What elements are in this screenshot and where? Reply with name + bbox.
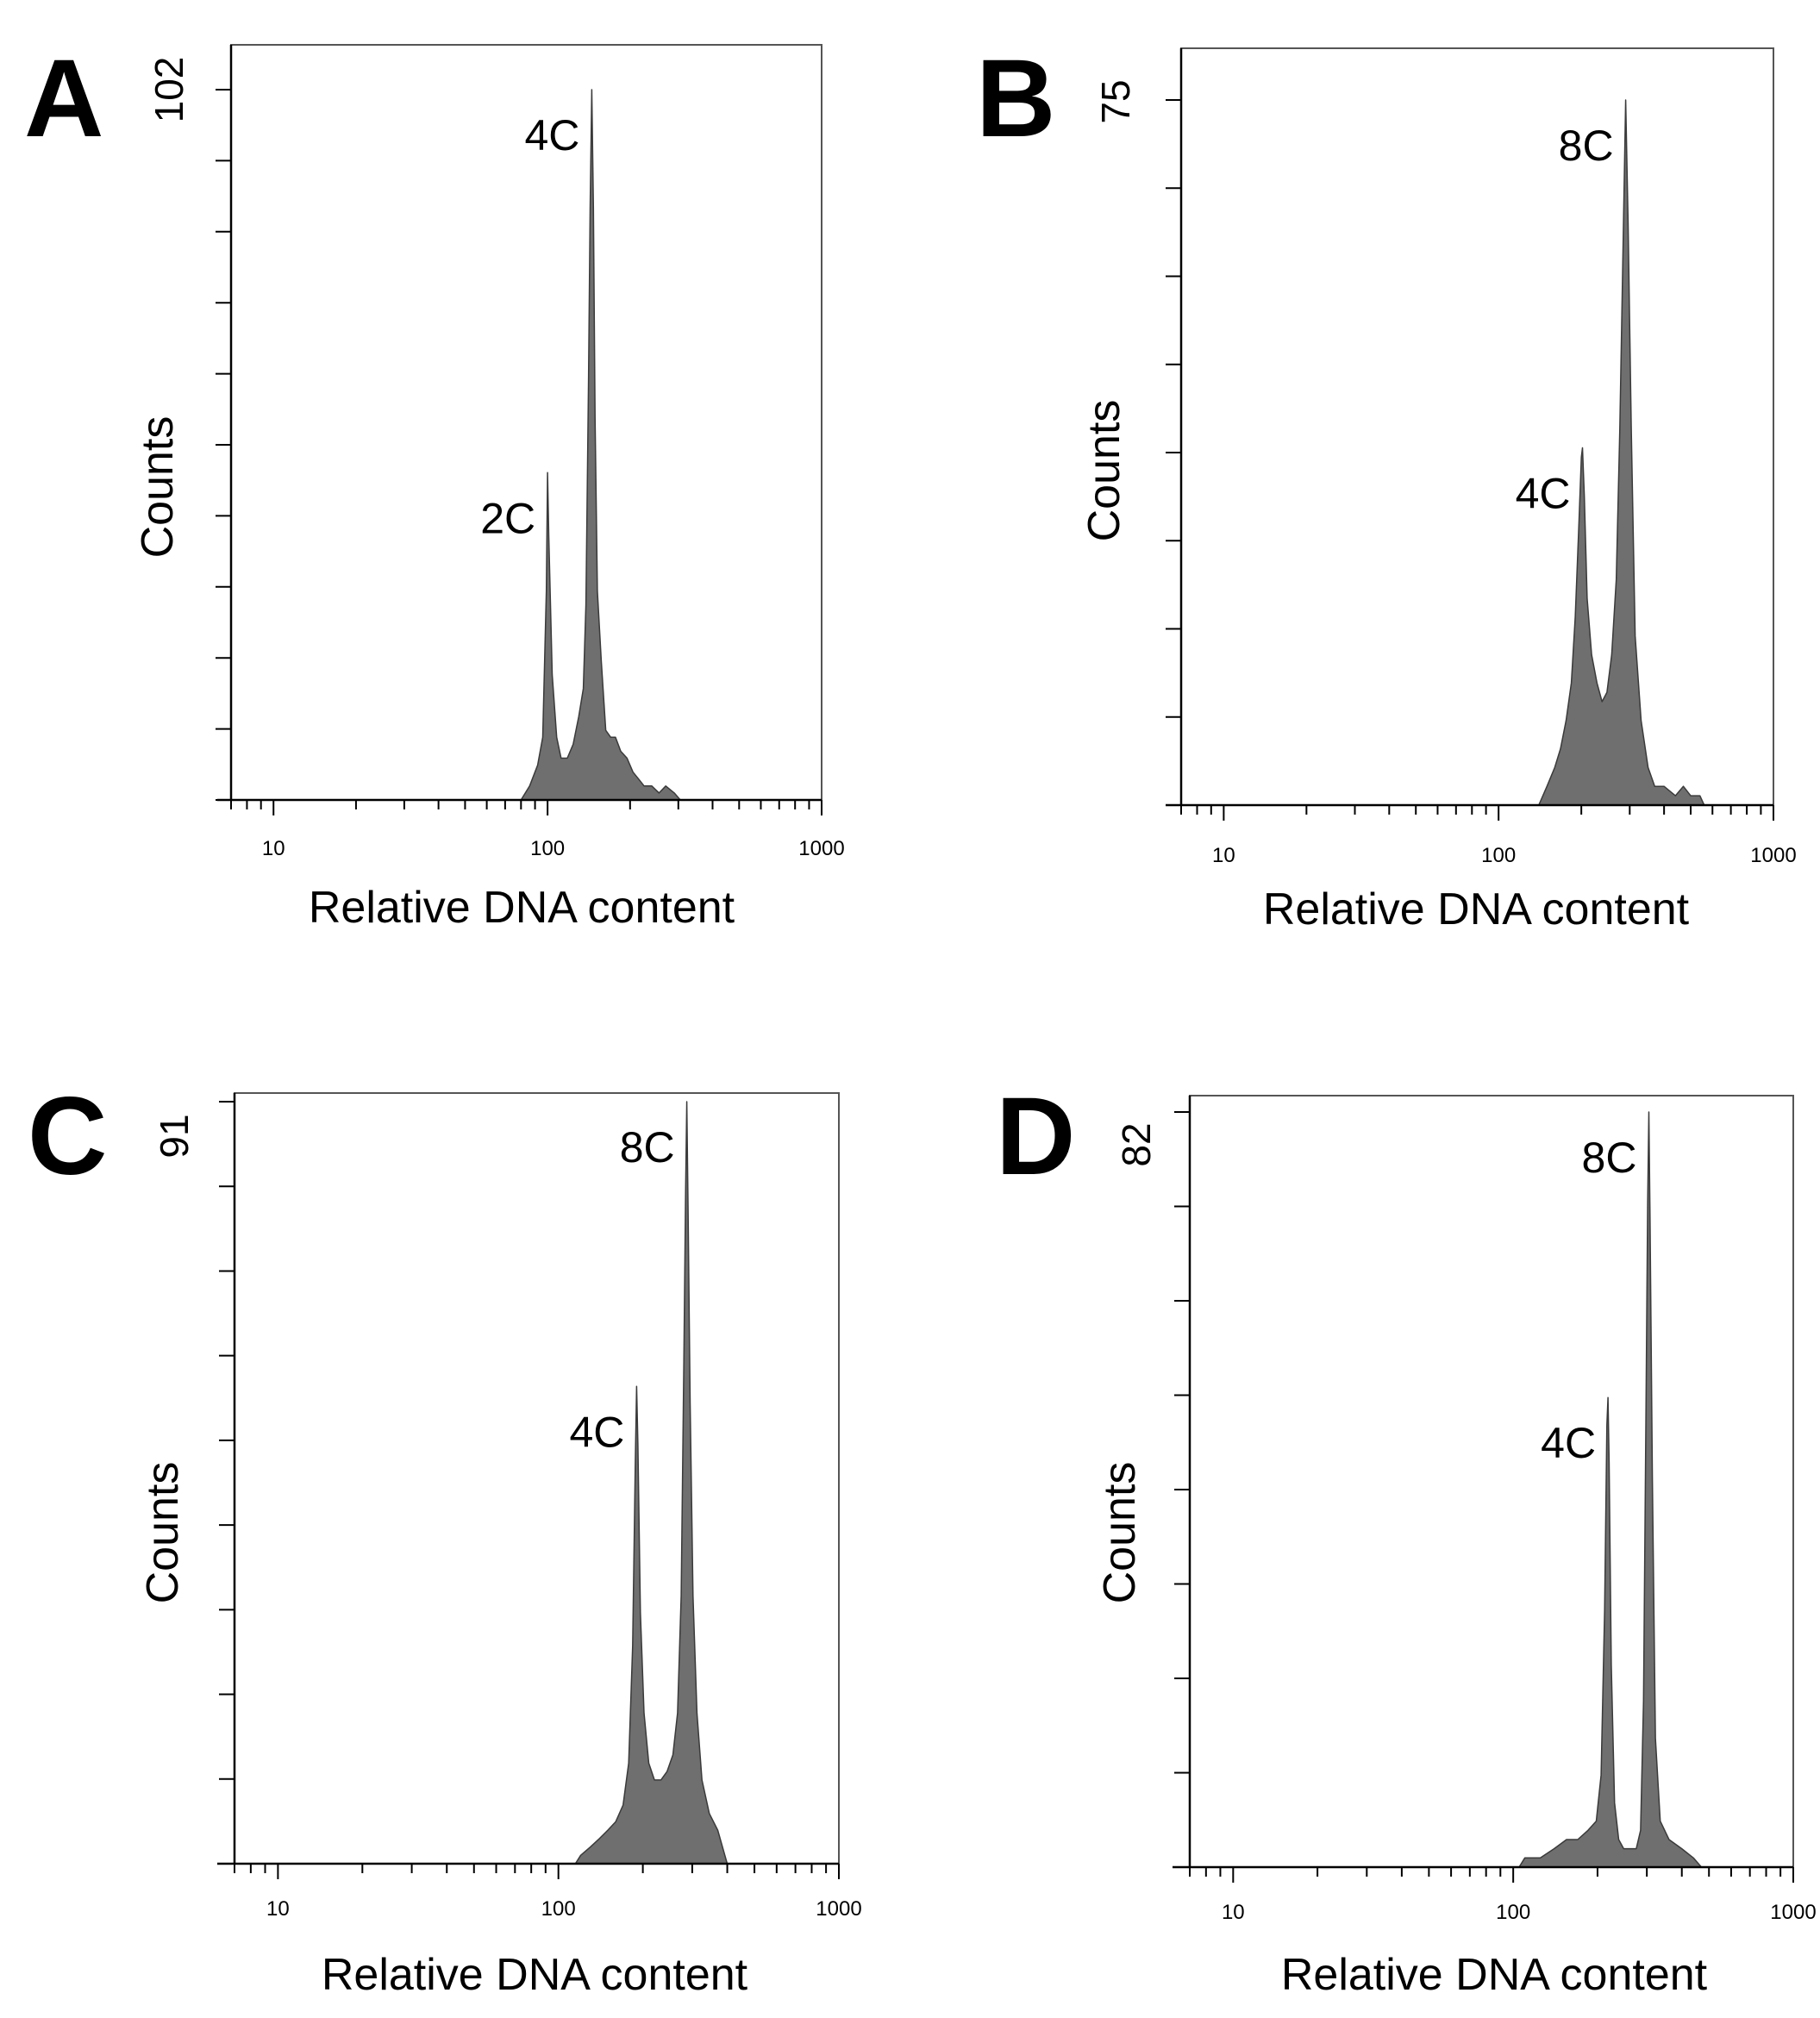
- x-tick-label: 1000: [798, 837, 844, 860]
- panel-d-y-axis-label: Counts: [1095, 1462, 1145, 1604]
- peak-label-4c: 4C: [524, 111, 579, 159]
- histogram-area: [574, 1101, 729, 1865]
- peak-label-8c: 8C: [620, 1123, 675, 1171]
- panel-b: B 75 Counts Relative DNA content 10 100 10…: [976, 37, 1797, 934]
- plot-frame: [234, 1092, 840, 1865]
- panel-d-x-axis-label: Relative DNA content: [1281, 1950, 1708, 2000]
- panel-c-letter: C: [28, 1075, 107, 1198]
- panel-a-x-axis-label: Relative DNA content: [309, 883, 735, 933]
- panel-d-y-max-label: 82: [1114, 1122, 1159, 1166]
- panel-c-y-max-label: 91: [152, 1114, 197, 1158]
- x-tick-label: 100: [1481, 844, 1516, 867]
- x-tick-label: 1000: [1750, 844, 1796, 867]
- x-tick-label: 10: [266, 1897, 290, 1921]
- peak-label-2c: 2C: [480, 494, 535, 542]
- peak-label-8c: 8C: [1582, 1134, 1637, 1182]
- peak-label-8c: 8C: [1559, 122, 1614, 170]
- x-tick-label: 100: [1496, 1901, 1530, 1924]
- peak-label-4c: 4C: [1516, 470, 1571, 518]
- peak-label-4c: 4C: [1541, 1419, 1596, 1467]
- peak-label-4c: 4C: [569, 1408, 624, 1456]
- plot-frame: [1180, 47, 1774, 806]
- panel-a-letter: A: [24, 37, 103, 160]
- x-tick-label: 10: [1222, 1901, 1245, 1924]
- histogram-area: [520, 89, 681, 801]
- panel-a: A 102 Counts Relative DNA content 10 100 1…: [24, 37, 845, 933]
- histogram-area: [1538, 99, 1705, 806]
- x-tick-label: 1000: [816, 1897, 861, 1921]
- panel-d: D 82 Counts Relative DNA content 10 100 10…: [996, 1075, 1817, 2000]
- panel-b-y-axis-label: Counts: [1079, 400, 1129, 542]
- panel-d-letter: D: [996, 1075, 1075, 1198]
- x-tick-label: 10: [1212, 844, 1235, 867]
- plot-frame: [1189, 1095, 1794, 1868]
- panel-c-y-axis-label: Counts: [138, 1462, 188, 1604]
- panel-c: C 91 Counts Relative DNA content 10 100 10…: [28, 1075, 862, 2000]
- panel-b-y-max-label: 75: [1093, 79, 1138, 123]
- x-tick-label: 100: [530, 837, 565, 860]
- panel-a-y-axis-label: Counts: [133, 416, 183, 559]
- histogram-area: [1518, 1111, 1703, 1868]
- x-tick-label: 1000: [1770, 1901, 1816, 1924]
- panel-a-y-max-label: 102: [147, 57, 191, 123]
- panel-b-letter: B: [976, 37, 1055, 160]
- x-tick-label: 100: [541, 1897, 576, 1921]
- panel-b-x-axis-label: Relative DNA content: [1263, 884, 1690, 934]
- x-tick-label: 10: [262, 837, 285, 860]
- panel-c-x-axis-label: Relative DNA content: [322, 1950, 748, 2000]
